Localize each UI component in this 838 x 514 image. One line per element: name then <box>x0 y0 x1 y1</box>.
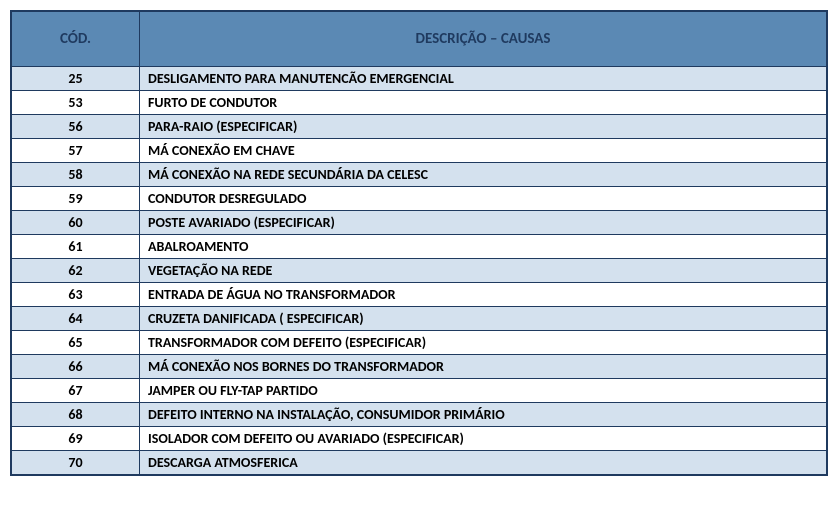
table-row: 70 DESCARGA ATMOSFERICA <box>12 451 827 475</box>
cell-cod: 68 <box>12 403 140 427</box>
cell-desc: CONDUTOR DESREGULADO <box>140 187 827 211</box>
cell-cod: 25 <box>12 67 140 91</box>
cell-cod: 57 <box>12 139 140 163</box>
codes-table-container: CÓD. DESCRIÇÃO – CAUSAS 25 DESLIGAMENTO … <box>10 10 828 476</box>
cell-desc: MÁ CONEXÃO NOS BORNES DO TRANSFORMADOR <box>140 355 827 379</box>
cell-desc: DESCARGA ATMOSFERICA <box>140 451 827 475</box>
cell-cod: 66 <box>12 355 140 379</box>
cell-desc: MÁ CONEXÃO EM CHAVE <box>140 139 827 163</box>
table-row: 53 FURTO DE CONDUTOR <box>12 91 827 115</box>
table-row: 58 MÁ CONEXÃO NA REDE SECUNDÁRIA DA CELE… <box>12 163 827 187</box>
cell-cod: 69 <box>12 427 140 451</box>
codes-table: CÓD. DESCRIÇÃO – CAUSAS 25 DESLIGAMENTO … <box>11 11 827 475</box>
cell-cod: 65 <box>12 331 140 355</box>
table-row: 68 DEFEITO INTERNO NA INSTALAÇÃO, CONSUM… <box>12 403 827 427</box>
table-row: 61 ABALROAMENTO <box>12 235 827 259</box>
table-header-row: CÓD. DESCRIÇÃO – CAUSAS <box>12 12 827 67</box>
cell-desc: DEFEITO INTERNO NA INSTALAÇÃO, CONSUMIDO… <box>140 403 827 427</box>
table-row: 69 ISOLADOR COM DEFEITO OU AVARIADO (ESP… <box>12 427 827 451</box>
table-row: 64 CRUZETA DANIFICADA ( ESPECIFICAR) <box>12 307 827 331</box>
header-desc: DESCRIÇÃO – CAUSAS <box>140 12 827 67</box>
table-row: 57 MÁ CONEXÃO EM CHAVE <box>12 139 827 163</box>
table-row: 62 VEGETAÇÃO NA REDE <box>12 259 827 283</box>
cell-desc: VEGETAÇÃO NA REDE <box>140 259 827 283</box>
cell-cod: 64 <box>12 307 140 331</box>
cell-desc: ENTRADA DE ÁGUA NO TRANSFORMADOR <box>140 283 827 307</box>
cell-cod: 56 <box>12 115 140 139</box>
cell-cod: 58 <box>12 163 140 187</box>
cell-cod: 60 <box>12 211 140 235</box>
cell-desc: JAMPER OU FLY-TAP PARTIDO <box>140 379 827 403</box>
cell-desc: CRUZETA DANIFICADA ( ESPECIFICAR) <box>140 307 827 331</box>
table-row: 63 ENTRADA DE ÁGUA NO TRANSFORMADOR <box>12 283 827 307</box>
cell-desc: MÁ CONEXÃO NA REDE SECUNDÁRIA DA CELESC <box>140 163 827 187</box>
table-row: 66 MÁ CONEXÃO NOS BORNES DO TRANSFORMADO… <box>12 355 827 379</box>
cell-desc: TRANSFORMADOR COM DEFEITO (ESPECIFICAR) <box>140 331 827 355</box>
cell-desc: FURTO DE CONDUTOR <box>140 91 827 115</box>
cell-cod: 53 <box>12 91 140 115</box>
cell-desc: DESLIGAMENTO PARA MANUTENCÃO EMERGENCIAL <box>140 67 827 91</box>
table-row: 65 TRANSFORMADOR COM DEFEITO (ESPECIFICA… <box>12 331 827 355</box>
cell-cod: 59 <box>12 187 140 211</box>
table-row: 60 POSTE AVARIADO (ESPECIFICAR) <box>12 211 827 235</box>
table-row: 25 DESLIGAMENTO PARA MANUTENCÃO EMERGENC… <box>12 67 827 91</box>
cell-cod: 67 <box>12 379 140 403</box>
table-row: 59 CONDUTOR DESREGULADO <box>12 187 827 211</box>
table-row: 56 PARA-RAIO (ESPECIFICAR) <box>12 115 827 139</box>
cell-desc: POSTE AVARIADO (ESPECIFICAR) <box>140 211 827 235</box>
cell-desc: ABALROAMENTO <box>140 235 827 259</box>
cell-cod: 63 <box>12 283 140 307</box>
cell-cod: 61 <box>12 235 140 259</box>
cell-desc: PARA-RAIO (ESPECIFICAR) <box>140 115 827 139</box>
cell-cod: 62 <box>12 259 140 283</box>
table-row: 67 JAMPER OU FLY-TAP PARTIDO <box>12 379 827 403</box>
cell-desc: ISOLADOR COM DEFEITO OU AVARIADO (ESPECI… <box>140 427 827 451</box>
header-cod: CÓD. <box>12 12 140 67</box>
cell-cod: 70 <box>12 451 140 475</box>
